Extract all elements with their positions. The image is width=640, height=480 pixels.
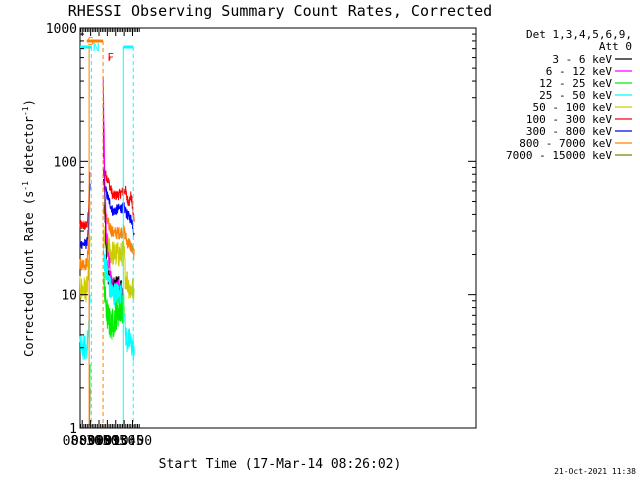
series-line xyxy=(103,272,125,340)
y-axis-label-main: Corrected Count Rate (s xyxy=(22,191,36,357)
y-axis-label-end: ) xyxy=(22,99,36,106)
markers-layer: SNF xyxy=(80,35,134,428)
x-tick-label: 08:30 xyxy=(63,434,102,449)
plot-area: SNF 1 10 100 1000 08:3008:4509:0009:1509:30… xyxy=(46,22,477,449)
series-line xyxy=(79,201,91,271)
night-flag: N xyxy=(93,41,100,54)
x-axis-label: Start Time (17-Mar-14 08:26:02) xyxy=(159,457,402,472)
series-line xyxy=(79,183,91,250)
x-tick-label: 09:15 xyxy=(88,434,127,449)
legend-label: 7000 - 15000 keV xyxy=(506,149,612,162)
chart-title: RHESSI Observing Summary Count Rates, Co… xyxy=(68,2,492,20)
series-line xyxy=(79,294,91,360)
x-tick-label: 09:30 xyxy=(96,434,135,449)
legend-label: 3 - 6 keV xyxy=(552,53,612,66)
legend-label: 12 - 25 keV xyxy=(539,77,612,90)
x-tick-label: 09:00 xyxy=(79,434,118,449)
legend-label: 6 - 12 keV xyxy=(546,65,613,78)
y-axis-label-sup2: -1 xyxy=(21,106,30,116)
legend-header-line1: Det 1,3,4,5,6,9, xyxy=(526,28,632,41)
y-axis-label-mid: detector xyxy=(22,116,36,181)
legend-label: 25 - 50 keV xyxy=(539,89,612,102)
series-line xyxy=(103,178,135,237)
series-line xyxy=(103,168,135,222)
legend-label: 800 - 7000 keV xyxy=(519,137,612,150)
series-line xyxy=(124,313,135,362)
x-tick-label: 09:45 xyxy=(105,434,144,449)
y-tick-label: 1000 xyxy=(46,22,77,37)
x-tick-label: 10:00 xyxy=(113,434,152,449)
flare-flag: F xyxy=(107,51,114,64)
y-axis: 1 10 100 1000 xyxy=(46,22,476,437)
series-layer xyxy=(79,76,135,426)
legend-label: 100 - 300 keV xyxy=(526,113,612,126)
y-tick-label: 1 xyxy=(69,422,77,437)
x-tick-label: 08:45 xyxy=(71,434,110,449)
series-line xyxy=(79,235,91,303)
legend-label: 300 - 800 keV xyxy=(526,125,612,138)
legend-label: 50 - 100 keV xyxy=(533,101,613,114)
y-axis-label-sup1: -1 xyxy=(21,181,30,191)
y-axis-label: Corrected Count Rate (s-1 detector-1) xyxy=(21,99,36,357)
legend-header-line2: Att 0 xyxy=(599,40,632,53)
y-tick-label: 100 xyxy=(54,155,77,170)
saa-flag: S xyxy=(87,35,94,48)
footer-timestamp: 21-Oct-2021 11:38 xyxy=(554,467,636,476)
plot-frame xyxy=(79,27,477,429)
series-line xyxy=(103,204,135,260)
y-tick-label: 10 xyxy=(61,289,77,304)
